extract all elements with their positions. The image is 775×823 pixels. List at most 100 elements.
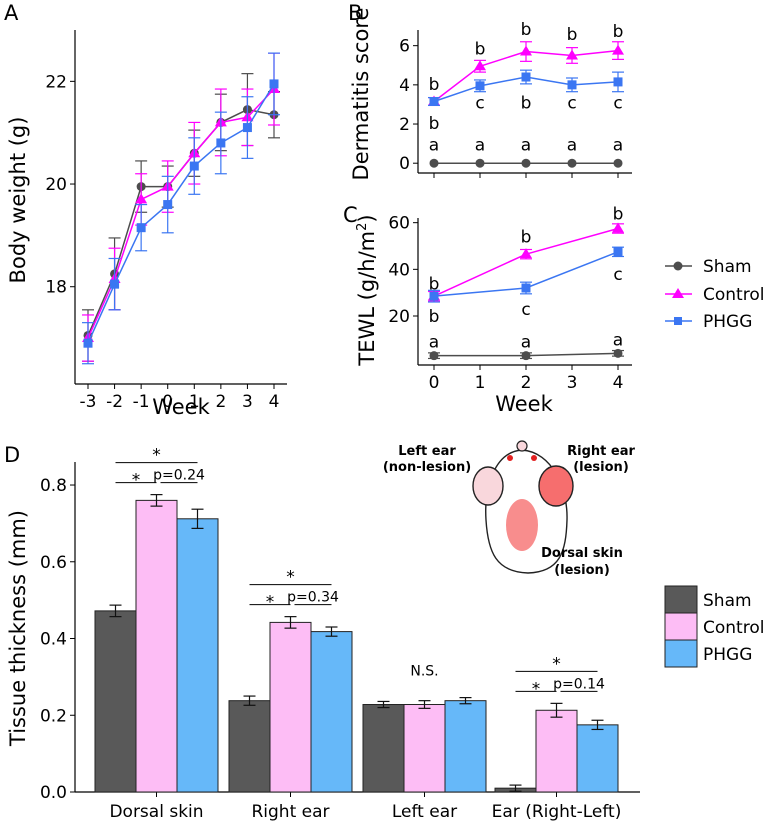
panel-b-phgg-point: [429, 97, 439, 106]
panel-b-sham-point: [521, 158, 531, 168]
legend-bar-phgg-label: PHGG: [703, 645, 752, 665]
panel-b-significance-letter: b: [521, 20, 532, 40]
panel-a-phgg-point: [242, 123, 252, 133]
panel-c-phgg-point: [613, 247, 623, 257]
panel-c-sham-point: [429, 351, 439, 361]
legend-sham-label: Sham: [703, 257, 752, 277]
panel-b-significance-letter: c: [475, 93, 484, 113]
panel-b-control-point: [474, 60, 486, 71]
panel-c-significance-letter: c: [521, 300, 530, 320]
panel-a-y-tick-label: 18: [45, 278, 67, 298]
panel-a-x-tick-label: 0: [162, 392, 173, 412]
panel-d-y-tick-label: 0.4: [40, 630, 67, 650]
panel-d-sig-star: *: [532, 679, 541, 699]
panel-label-b: B: [348, 1, 362, 25]
panel-d-sig-star: *: [552, 654, 561, 674]
mouse-dorsal-lesion-patch: [506, 499, 538, 551]
panel-b-significance-letter: b: [521, 93, 532, 113]
panel-d-bar-phgg: [310, 631, 353, 793]
panel-b-phgg-point: [567, 80, 577, 90]
panel-b-control-point: [612, 44, 624, 55]
panel-b-significance-letter: a: [429, 136, 439, 156]
panel-label-c: C: [343, 203, 358, 227]
panel-d-sig-star: *: [132, 471, 141, 491]
panel-d-y-axis-title: Tissue thickness (mm): [6, 510, 30, 747]
panel-d-category-label: Left ear: [392, 802, 457, 822]
panel-a-control-point: [135, 193, 148, 204]
panel-c-y-axis-title-close: ): [355, 214, 379, 222]
legend-control-label: Control: [703, 285, 764, 305]
panel-c-y-axis-title-superscript: 2: [355, 223, 370, 231]
mouse-left-ear: [472, 466, 504, 506]
panel-b-significance-letter: b: [429, 114, 440, 134]
panel-b-phgg-point: [613, 77, 623, 87]
panel-d-bar-sham: [228, 700, 271, 793]
panel-c-y-tick-label: 20: [388, 307, 410, 327]
panel-c-significance-letter: b: [429, 274, 440, 294]
panel-d-bar-phgg: [576, 724, 619, 793]
panel-c-significance-letter: c: [613, 265, 622, 285]
panel-b-y-axis-title: Dermatitis score: [349, 8, 373, 181]
panel-a-x-tick-label: -1: [133, 392, 150, 412]
panel-b-y-tick-label: 4: [399, 76, 410, 96]
panel-a-y-axis-title: Body weight (g): [6, 117, 30, 284]
panel-d-ns-label: N.S.: [410, 664, 438, 680]
panel-a-phgg-point: [110, 279, 120, 289]
panel-b-significance-letter: a: [475, 136, 485, 156]
panel-c-significance-letter: b: [613, 204, 624, 224]
mouse-right-ear: [538, 465, 574, 507]
panel-b-significance-letter: c: [567, 93, 576, 113]
panel-b-significance-letter: a: [613, 136, 623, 156]
panel-a-phgg-point: [189, 161, 199, 171]
bar-chart-legend: Sham Control PHGG: [664, 585, 764, 668]
panel-d-sig-star: *: [152, 446, 161, 466]
panel-a-x-tick-label: 1: [189, 392, 200, 412]
panel-d-sig-star: *: [266, 593, 275, 613]
panel-c-x-tick-label: 2: [521, 373, 532, 393]
panel-b-significance-letter: c: [613, 93, 622, 113]
panel-a-sham-line: [87, 108, 275, 336]
panel-c-sham-point: [521, 351, 531, 361]
mouse-nose: [516, 440, 528, 452]
mouse-left-eye: [507, 455, 513, 461]
panel-c-control-point: [612, 222, 624, 233]
panel-d-category-label: Dorsal skin: [109, 802, 203, 822]
panel-d-p-value: p=0.34: [287, 590, 339, 606]
legend-phgg-marker: [674, 317, 682, 325]
panel-b-phgg-point: [475, 81, 485, 91]
panel-d-p-value: p=0.24: [153, 468, 205, 484]
panel-a-body-weight-chart: 18 20 22 -3 -2 -1 0 1 2 3 4 Week Body weight (g): [6, 30, 287, 419]
panel-d-bar-phgg: [444, 700, 487, 793]
panel-c-x-tick-label: 0: [429, 373, 440, 393]
label-left-ear-sub: (non-lesion): [383, 460, 471, 475]
panel-d-bar-control: [535, 709, 578, 793]
mouse-schematic: Left ear (non-lesion) Right ear (lesion)…: [383, 440, 635, 578]
panel-d-bar-sham: [362, 704, 405, 793]
panel-d-sig-star: *: [286, 568, 295, 588]
label-dorsal-skin: Dorsal skin: [541, 546, 623, 561]
panel-c-significance-letter: b: [429, 307, 440, 327]
panel-b-control-point: [520, 45, 532, 56]
mouse-right-eye: [531, 455, 537, 461]
panel-b-y-tick-label: 2: [399, 115, 410, 135]
panel-a-phgg-point: [269, 79, 279, 89]
panel-a-control-line: [87, 88, 275, 339]
panel-b-y-tick-label: 0: [399, 154, 410, 174]
panel-b-phgg-point: [521, 72, 531, 82]
panel-d-p-value: p=0.14: [553, 676, 605, 692]
panel-a-phgg-point: [83, 338, 93, 348]
panel-d-bar-control: [403, 704, 446, 793]
panel-d-bar-phgg: [176, 518, 219, 793]
panel-d-bar-sham: [94, 610, 137, 793]
panel-b-significance-letter: b: [613, 22, 624, 42]
panel-b-significance-letter: a: [521, 136, 531, 156]
panel-d-y-tick-label: 0.6: [40, 553, 67, 573]
panel-d-tissue-thickness-chart: 0.0 0.2 0.4 0.6 0.8 Dorsal skin * p=0.24 * Right …: [6, 446, 640, 822]
panel-a-x-tick-label: 3: [242, 392, 253, 412]
legend-phgg-label: PHGG: [703, 312, 752, 332]
panel-a-x-tick-label: -2: [106, 392, 123, 412]
legend-bar-control-label: Control: [703, 618, 764, 638]
label-dorsal-skin-sub: (lesion): [554, 563, 610, 578]
